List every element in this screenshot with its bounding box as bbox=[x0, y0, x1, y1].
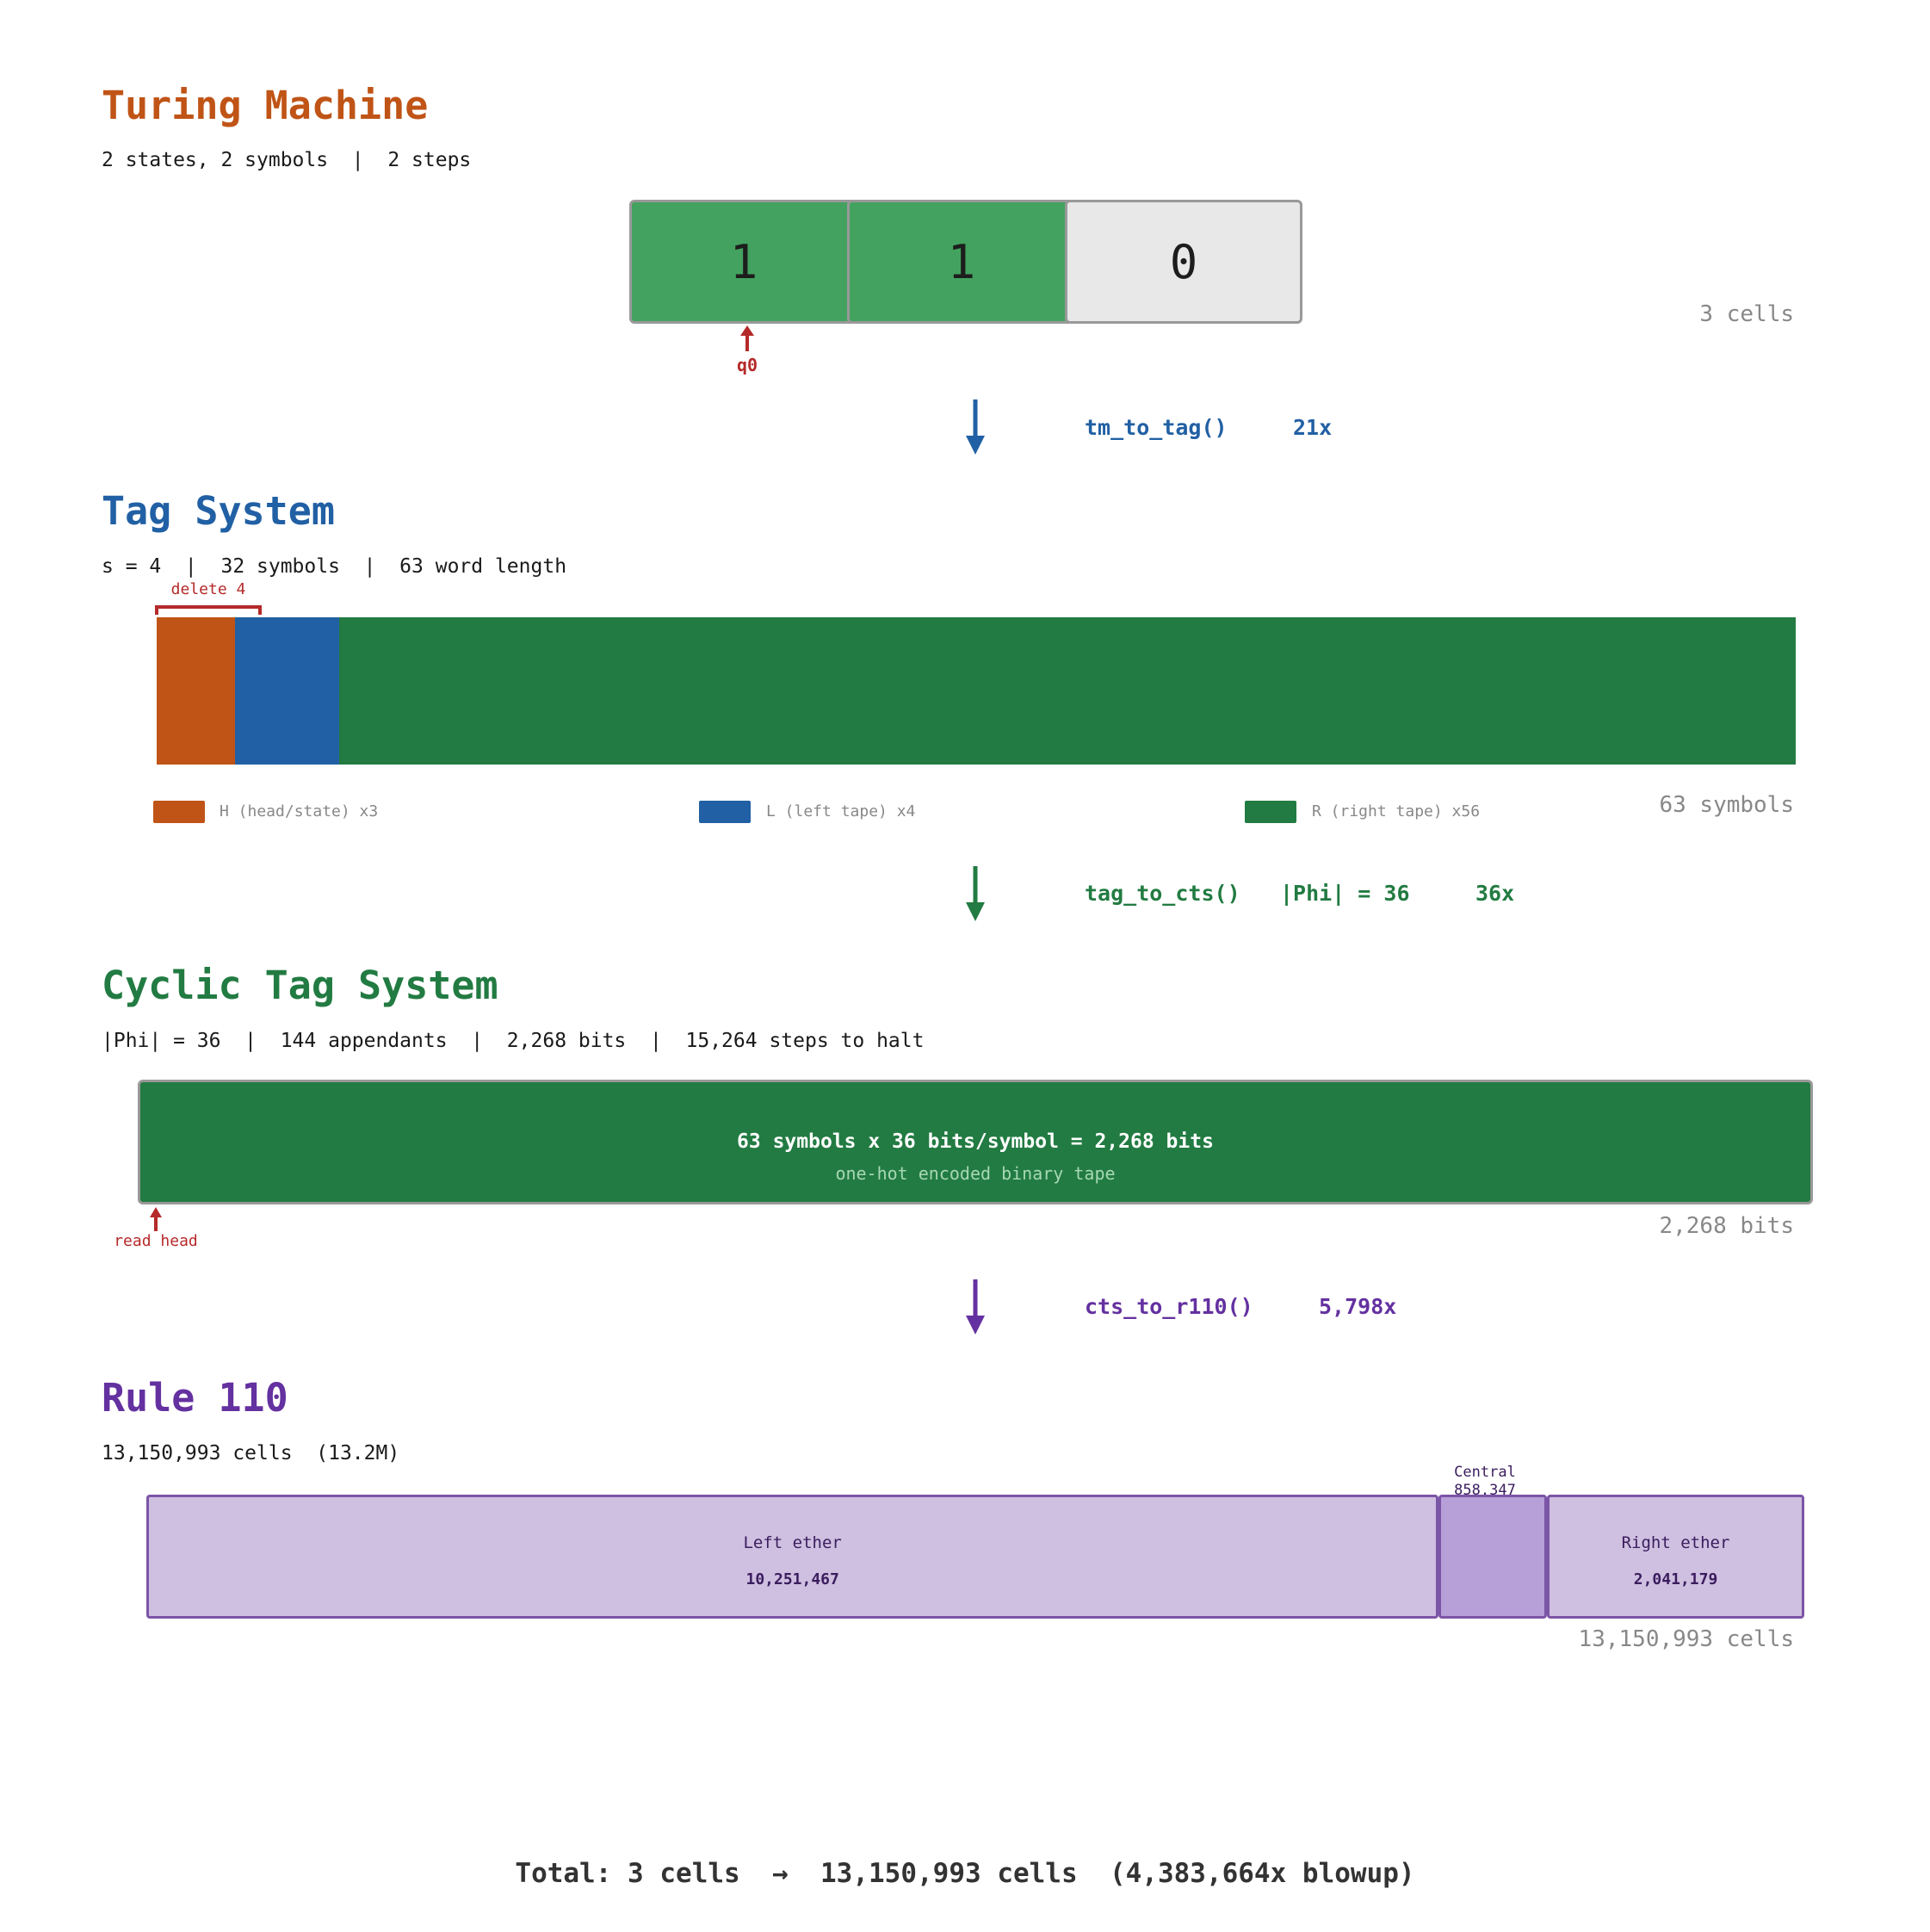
arrow3-func: cts_to_r110() bbox=[1085, 1294, 1253, 1319]
total-summary: Total: 3 cells → 13,150,993 cells (4,383… bbox=[515, 1858, 1415, 1889]
tag-subtitle: s = 4 | 32 symbols | 63 word length bbox=[102, 555, 567, 578]
r110-subtitle: 13,150,993 cells (13.2M) bbox=[102, 1442, 400, 1464]
tag-word-bar bbox=[157, 617, 1796, 765]
tag-title: Tag System bbox=[102, 488, 335, 534]
r110-central-label: Central bbox=[1454, 1464, 1516, 1481]
r110-left-ether: Left ether 10,251,467 bbox=[146, 1495, 1439, 1619]
tm-cell-0: 1 bbox=[629, 200, 858, 324]
legend-label-l: L (left tape) x4 bbox=[766, 802, 916, 820]
cts-title: Cyclic Tag System bbox=[102, 963, 498, 1008]
cts-bar-main: 63 symbols x 36 bits/symbol = 2,268 bits bbox=[737, 1130, 1214, 1153]
tag-count: 63 symbols bbox=[1659, 792, 1794, 818]
r110-cell-bar: Left ether 10,251,467 Right ether 2,041,… bbox=[146, 1495, 1804, 1619]
r110-central-region bbox=[1438, 1495, 1548, 1619]
cts-tape-bar: 63 symbols x 36 bits/symbol = 2,268 bits… bbox=[138, 1080, 1813, 1204]
r110-title: Rule 110 bbox=[102, 1375, 288, 1421]
r110-left-value: 10,251,467 bbox=[745, 1570, 839, 1588]
legend-swatch-h bbox=[153, 801, 205, 823]
legend-label-h: H (head/state) x3 bbox=[220, 802, 379, 820]
tm-cell-2: 0 bbox=[1065, 200, 1302, 324]
arrow2-factor: 36x bbox=[1475, 881, 1515, 906]
arrow3-factor: 5,798x bbox=[1319, 1294, 1397, 1319]
arrow1-factor: 21x bbox=[1293, 415, 1333, 440]
legend-swatch-r bbox=[1245, 801, 1296, 823]
tag-segment-l bbox=[234, 617, 339, 765]
cts-head-label: read head bbox=[114, 1232, 198, 1250]
arrow1-func: tm_to_tag() bbox=[1085, 415, 1228, 440]
r110-right-label: Right ether bbox=[1621, 1533, 1730, 1552]
tag-segment-h bbox=[157, 617, 235, 765]
r110-count: 13,150,993 cells bbox=[1578, 1626, 1794, 1652]
tag-segment-r bbox=[338, 617, 1796, 765]
legend-swatch-l bbox=[699, 801, 751, 823]
r110-right-ether: Right ether 2,041,179 bbox=[1547, 1495, 1804, 1619]
arrow2-func: tag_to_cts() bbox=[1085, 881, 1240, 906]
tm-subtitle: 2 states, 2 symbols | 2 steps bbox=[102, 149, 472, 171]
tm-head-label: q0 bbox=[736, 355, 758, 375]
tm-count: 3 cells bbox=[1699, 301, 1794, 327]
r110-left-label: Left ether bbox=[743, 1533, 842, 1552]
tm-title: Turing Machine bbox=[102, 83, 429, 128]
arrow2-phi: |Phi| = 36 bbox=[1280, 881, 1410, 906]
tm-cell-1: 1 bbox=[847, 200, 1076, 324]
tag-delete-label: delete 4 bbox=[170, 580, 246, 598]
cts-count: 2,268 bits bbox=[1659, 1213, 1794, 1239]
r110-right-value: 2,041,179 bbox=[1633, 1570, 1718, 1588]
cts-bar-sub: one-hot encoded binary tape bbox=[835, 1163, 1116, 1184]
cts-subtitle: |Phi| = 36 | 144 appendants | 2,268 bits… bbox=[102, 1030, 925, 1052]
legend-label-r: R (right tape) x56 bbox=[1312, 802, 1481, 820]
